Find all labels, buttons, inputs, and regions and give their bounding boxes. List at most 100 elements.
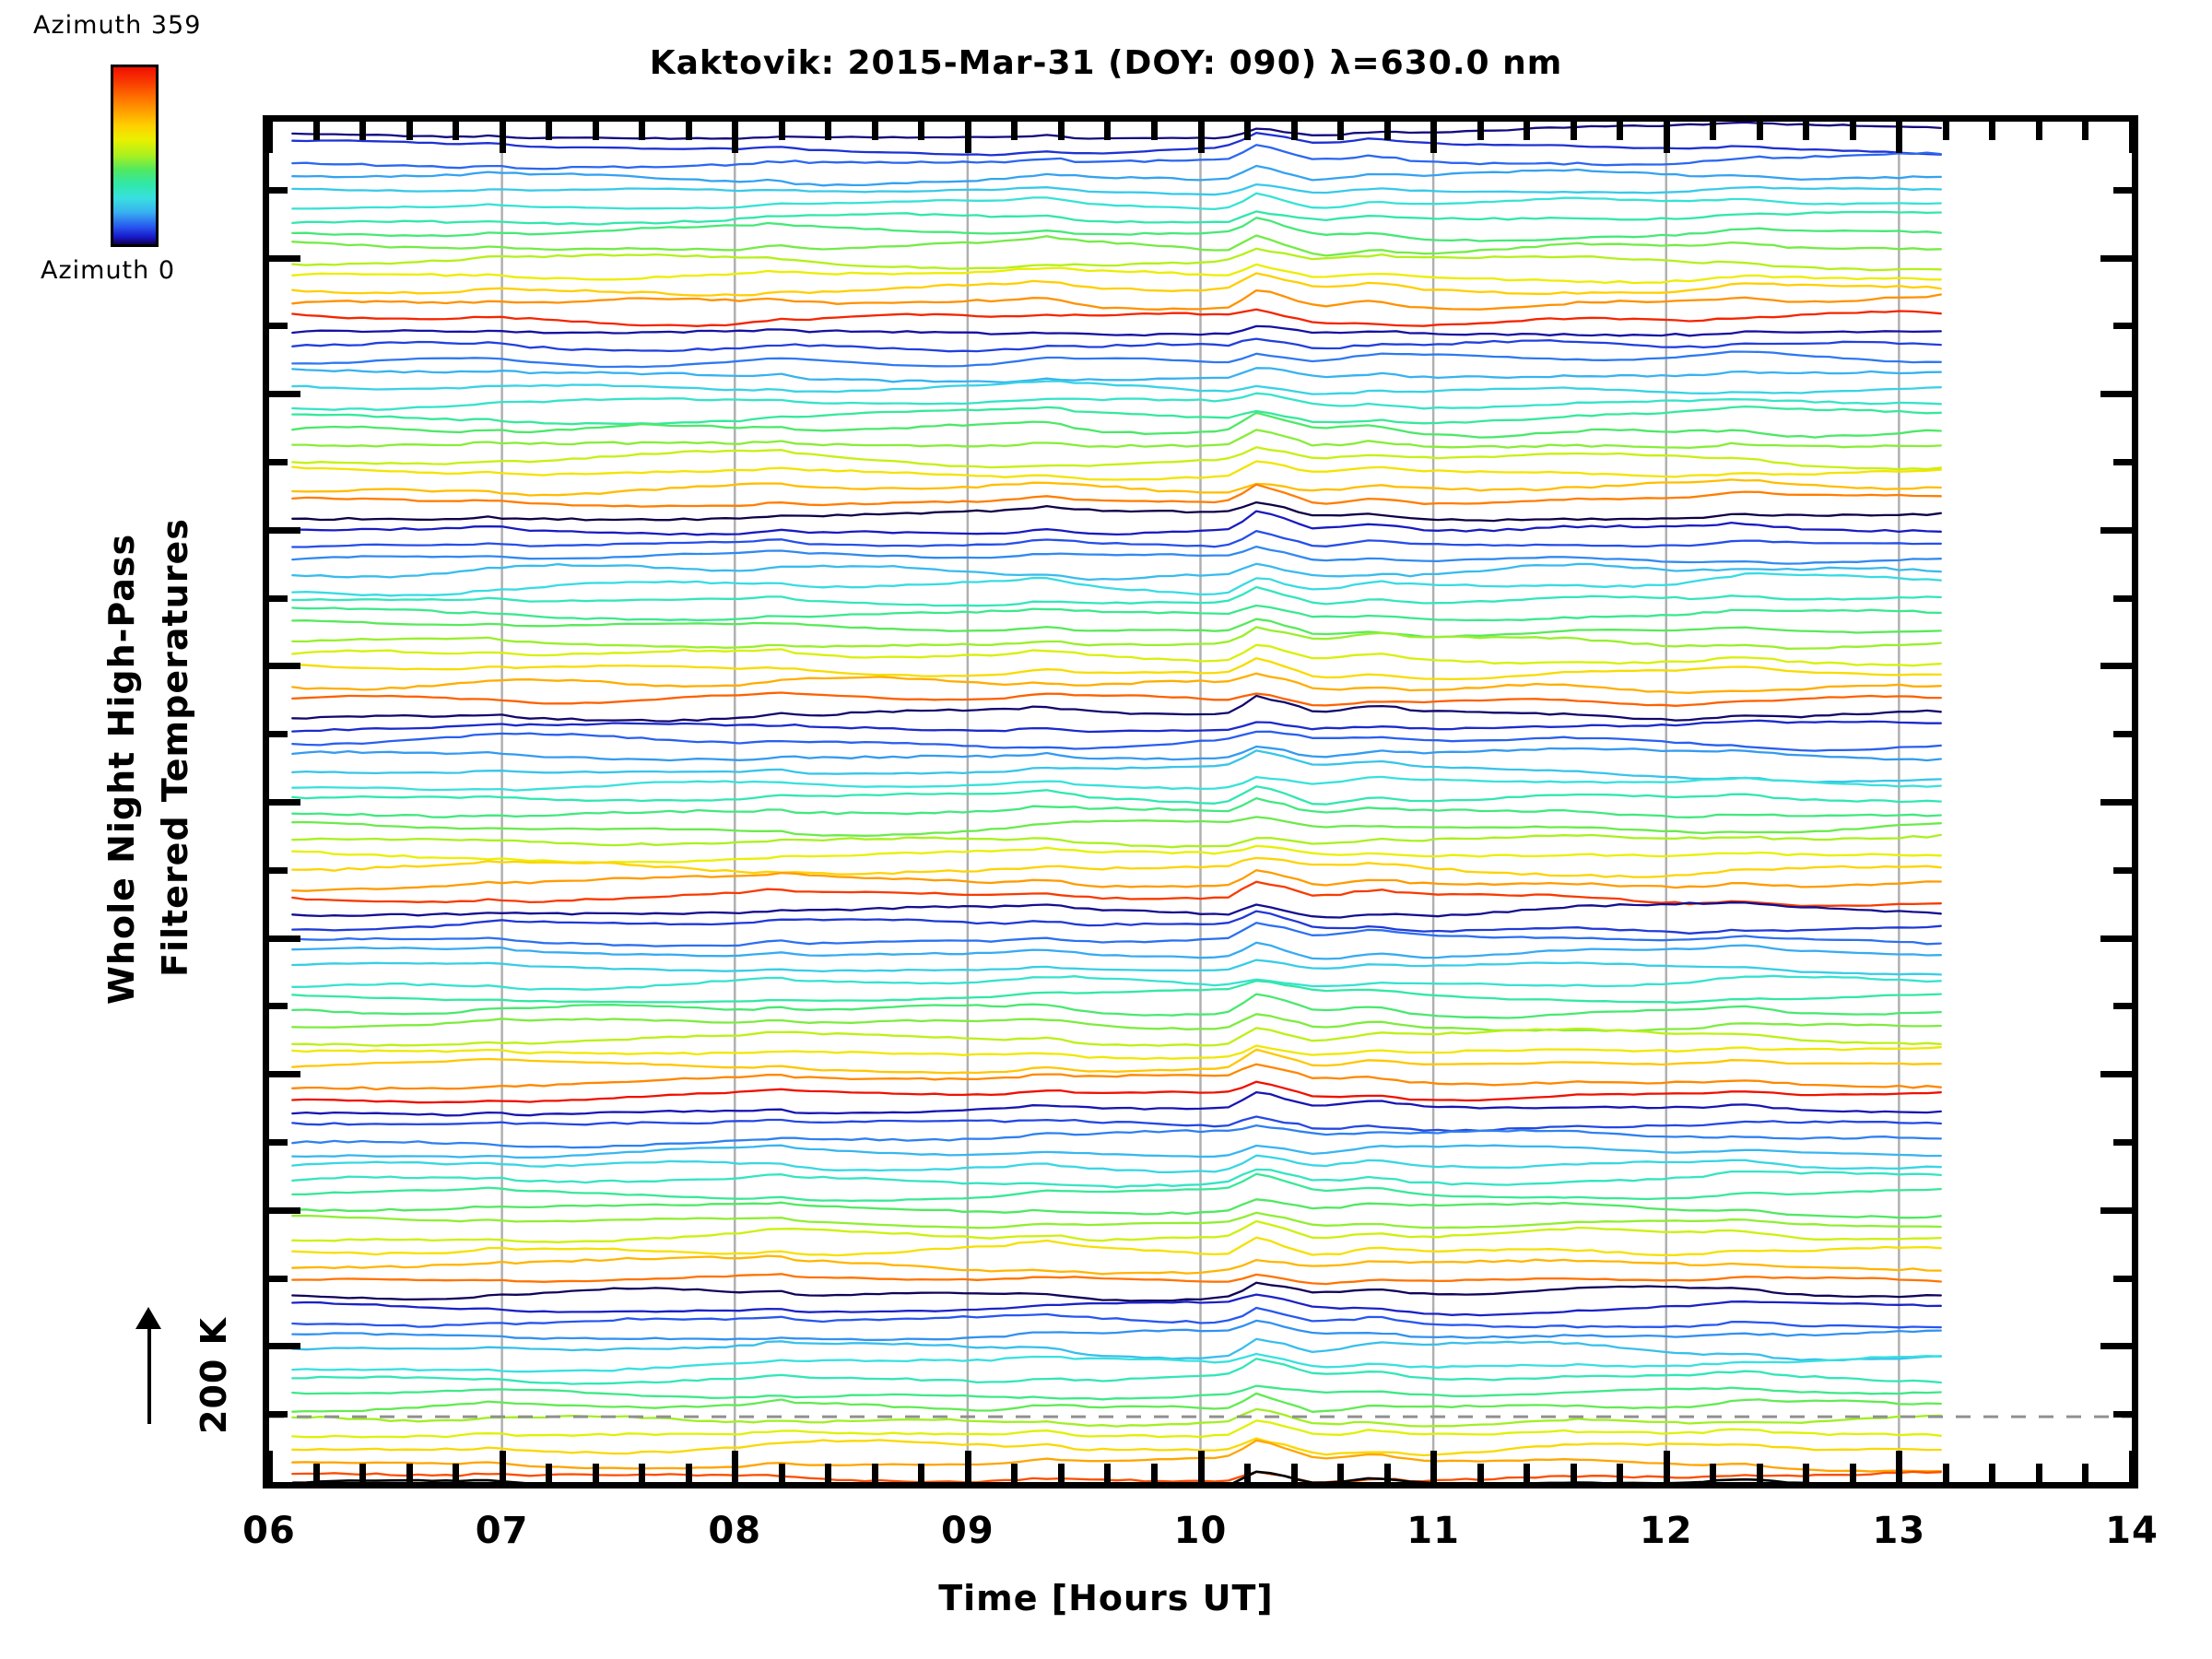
x-tick <box>1756 1464 1763 1482</box>
trace <box>291 217 1942 242</box>
trace <box>291 1154 1942 1174</box>
trace <box>291 1236 1942 1257</box>
x-tick <box>266 122 273 153</box>
y-tick <box>269 1206 300 1214</box>
x-tick <box>1942 1464 1949 1482</box>
x-tick <box>1617 1464 1624 1482</box>
plot-area <box>269 122 2132 1482</box>
x-tick <box>546 122 553 140</box>
y-tick <box>2113 594 2132 602</box>
x-tick <box>1570 122 1577 140</box>
trace <box>291 910 1942 935</box>
trace <box>291 643 1942 667</box>
y-tick <box>269 866 288 874</box>
x-tick <box>592 122 599 140</box>
trace <box>291 429 1942 450</box>
x-tick-label: 07 <box>475 1510 529 1552</box>
y-tick <box>269 323 288 330</box>
x-tick-label: 10 <box>1173 1510 1228 1552</box>
trace <box>291 1013 1942 1032</box>
x-tick <box>266 1451 273 1482</box>
colorbar-bottom-label: Azimuth 0 <box>41 256 176 285</box>
y-tick <box>269 254 300 262</box>
trace <box>291 719 1942 734</box>
trace <box>291 626 1942 650</box>
x-tick <box>1430 1451 1438 1482</box>
trace <box>291 1384 1942 1401</box>
trace <box>291 144 1942 171</box>
x-tick <box>825 1464 832 1482</box>
trace <box>291 1407 1942 1428</box>
trace <box>291 1144 1942 1159</box>
x-tick <box>453 1464 460 1482</box>
trace <box>291 856 1942 878</box>
trace <box>291 478 1942 497</box>
trace <box>291 816 1942 837</box>
y-tick <box>2100 799 2132 806</box>
x-tick <box>1896 122 1903 153</box>
x-tick <box>732 122 739 153</box>
x-tick <box>1710 122 1717 140</box>
x-tick <box>499 1451 506 1482</box>
trace <box>291 571 1942 597</box>
trace <box>291 657 1942 681</box>
trace <box>291 585 1942 607</box>
x-tick <box>1197 1451 1205 1482</box>
trace <box>291 1352 1942 1373</box>
x-tick <box>1011 122 1018 140</box>
y-axis-title-line2: Filtered Temperatures <box>155 518 195 977</box>
x-tick <box>592 1464 599 1482</box>
scalebar-line <box>147 1318 151 1424</box>
y-tick <box>269 1003 288 1010</box>
trace <box>291 880 1942 908</box>
x-tick <box>685 1464 692 1482</box>
x-tick <box>1570 1464 1577 1482</box>
trace <box>291 745 1942 762</box>
y-tick <box>2113 731 2132 738</box>
y-tick <box>2100 1206 2132 1214</box>
x-tick <box>1477 1464 1484 1482</box>
x-tick <box>499 122 506 153</box>
trace <box>291 411 1942 439</box>
trace <box>291 562 1942 582</box>
trace <box>291 618 1942 639</box>
y-tick <box>2100 935 2132 942</box>
y-tick <box>269 594 288 602</box>
y-tick <box>2100 663 2132 670</box>
x-tick <box>964 1451 971 1482</box>
trace <box>291 869 1942 892</box>
x-tick <box>2082 1464 2089 1482</box>
x-tick <box>1430 122 1438 153</box>
trace <box>291 460 1942 481</box>
trace <box>291 164 1942 187</box>
x-tick <box>2035 122 2042 140</box>
y-tick <box>269 526 300 534</box>
x-tick <box>2035 1464 2042 1482</box>
trace <box>291 1419 1942 1439</box>
azimuth-colorbar <box>111 65 159 247</box>
x-tick <box>1663 122 1670 153</box>
y-tick <box>269 391 300 398</box>
x-tick <box>1383 122 1391 140</box>
x-tick <box>918 122 925 140</box>
y-tick <box>2100 1071 2132 1078</box>
trace <box>291 694 1942 723</box>
x-tick <box>1524 122 1531 140</box>
trace <box>291 1437 1942 1457</box>
trace <box>291 1319 1942 1342</box>
y-tick <box>2113 1139 2132 1146</box>
x-tick <box>1663 1451 1670 1482</box>
x-tick <box>825 122 832 140</box>
y-axis-title-line1: Whole Night High-Pass <box>101 533 142 1005</box>
trace <box>291 529 1942 548</box>
trace <box>291 941 1942 960</box>
y-tick <box>269 663 300 670</box>
trace <box>291 730 1942 752</box>
y-tick <box>269 459 288 465</box>
x-tick <box>732 1451 739 1482</box>
x-tick <box>1849 122 1856 140</box>
x-tick <box>964 122 971 153</box>
y-tick <box>269 1071 300 1078</box>
trace <box>291 1439 1942 1473</box>
trace <box>291 1358 1942 1385</box>
